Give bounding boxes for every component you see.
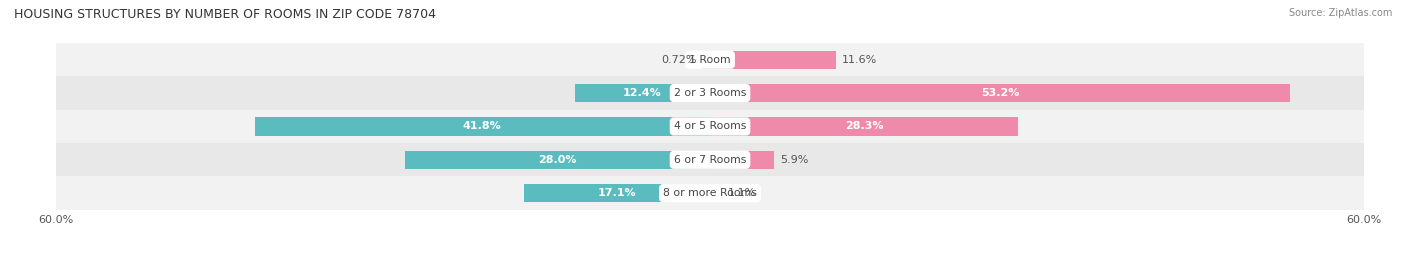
Text: 11.6%: 11.6% <box>842 55 877 65</box>
Bar <box>710 51 837 69</box>
Bar <box>254 117 710 136</box>
Bar <box>56 176 1364 210</box>
Text: 0.72%: 0.72% <box>661 55 697 65</box>
Bar <box>56 76 1364 110</box>
Bar <box>56 43 1364 76</box>
Text: 28.0%: 28.0% <box>538 155 576 165</box>
Bar <box>710 184 723 202</box>
Text: 28.3%: 28.3% <box>845 121 883 132</box>
Text: 2 or 3 Rooms: 2 or 3 Rooms <box>673 88 747 98</box>
Text: 6 or 7 Rooms: 6 or 7 Rooms <box>673 155 747 165</box>
Bar <box>405 151 710 169</box>
Text: 17.1%: 17.1% <box>598 188 636 198</box>
Text: HOUSING STRUCTURES BY NUMBER OF ROOMS IN ZIP CODE 78704: HOUSING STRUCTURES BY NUMBER OF ROOMS IN… <box>14 8 436 21</box>
Text: 1 Room: 1 Room <box>689 55 731 65</box>
Bar <box>56 110 1364 143</box>
Text: 1.1%: 1.1% <box>727 188 755 198</box>
Bar <box>702 51 710 69</box>
Text: Source: ZipAtlas.com: Source: ZipAtlas.com <box>1288 8 1392 18</box>
Bar <box>575 84 710 102</box>
Text: 5.9%: 5.9% <box>780 155 808 165</box>
Bar <box>710 117 1018 136</box>
Bar <box>710 151 775 169</box>
Text: 4 or 5 Rooms: 4 or 5 Rooms <box>673 121 747 132</box>
Text: 12.4%: 12.4% <box>623 88 662 98</box>
Bar <box>710 84 1289 102</box>
Text: 53.2%: 53.2% <box>981 88 1019 98</box>
Text: 8 or more Rooms: 8 or more Rooms <box>664 188 756 198</box>
Bar <box>56 143 1364 176</box>
Text: 41.8%: 41.8% <box>463 121 502 132</box>
Bar <box>523 184 710 202</box>
